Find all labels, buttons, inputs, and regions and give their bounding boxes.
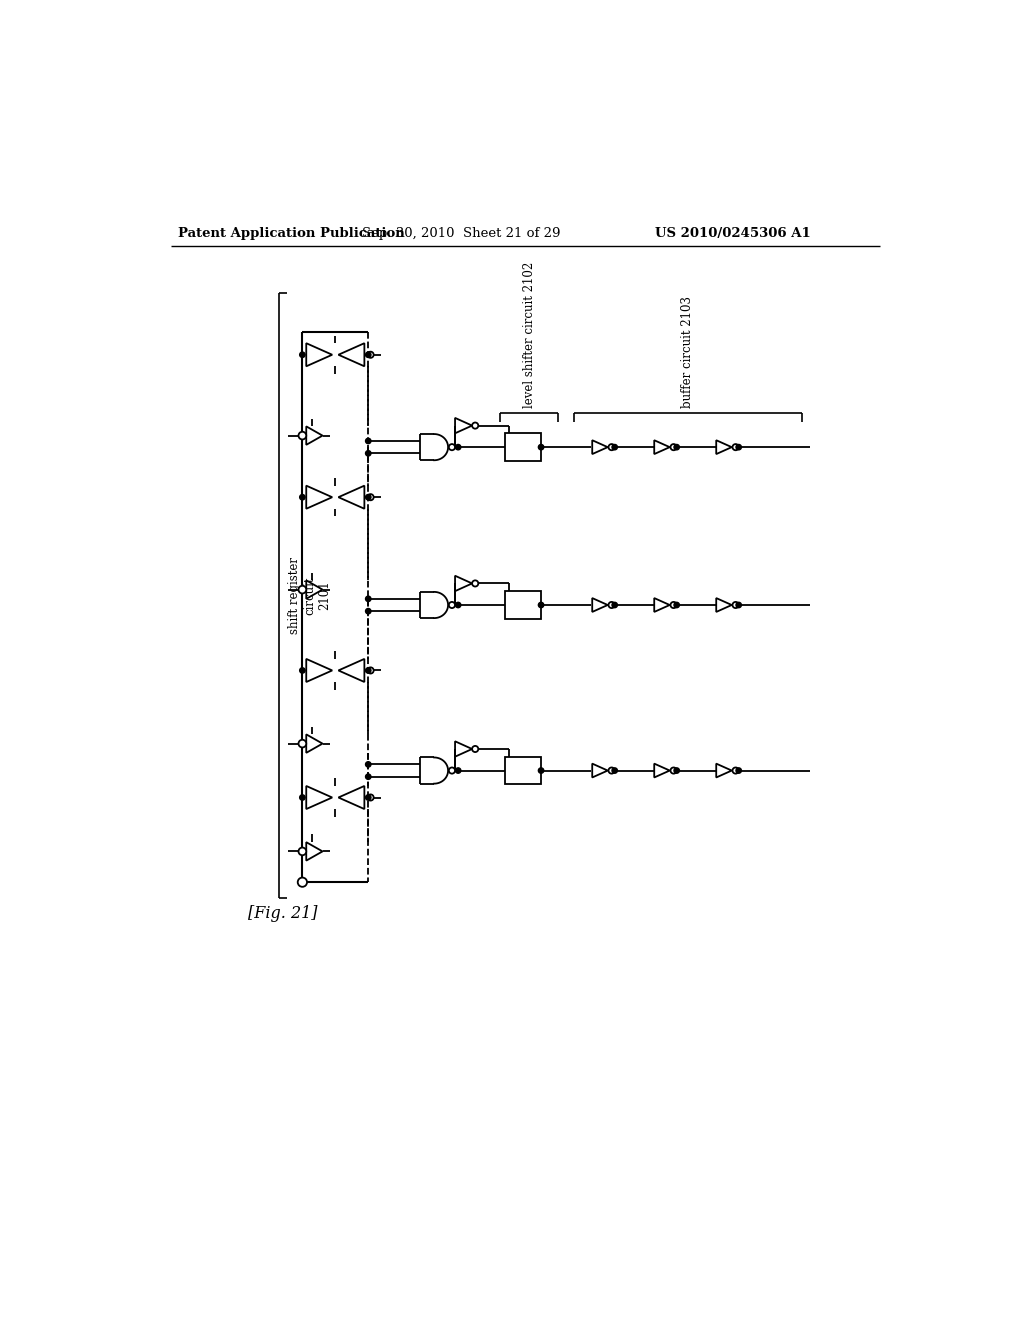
Circle shape (300, 495, 305, 500)
Circle shape (366, 495, 371, 500)
Circle shape (456, 602, 461, 607)
Circle shape (736, 445, 741, 450)
Text: LS: LS (516, 441, 530, 454)
Circle shape (300, 668, 305, 673)
Circle shape (732, 767, 738, 774)
Circle shape (449, 444, 455, 450)
Circle shape (300, 795, 305, 800)
Circle shape (671, 444, 677, 450)
Circle shape (366, 438, 371, 444)
Circle shape (299, 739, 306, 747)
Circle shape (612, 445, 617, 450)
Circle shape (539, 768, 544, 774)
Circle shape (608, 767, 614, 774)
Text: LS: LS (516, 598, 530, 611)
Circle shape (472, 746, 478, 752)
Text: shift register
circuit
2101: shift register circuit 2101 (289, 557, 332, 634)
Circle shape (299, 586, 306, 594)
Circle shape (366, 668, 371, 673)
Circle shape (671, 767, 677, 774)
Circle shape (612, 602, 617, 607)
Circle shape (449, 602, 455, 609)
Circle shape (366, 597, 371, 602)
Circle shape (366, 795, 371, 800)
Bar (506, 756, 541, 784)
Bar (506, 433, 541, 461)
Circle shape (366, 450, 371, 455)
Circle shape (368, 668, 374, 673)
Circle shape (472, 422, 478, 429)
Circle shape (732, 602, 738, 609)
Text: Sep. 30, 2010  Sheet 21 of 29: Sep. 30, 2010 Sheet 21 of 29 (362, 227, 560, 240)
Circle shape (299, 432, 306, 440)
Circle shape (299, 847, 306, 855)
Text: [Fig. 21]: [Fig. 21] (248, 904, 317, 921)
Circle shape (366, 352, 371, 358)
Circle shape (612, 768, 617, 774)
Circle shape (456, 445, 461, 450)
Circle shape (300, 352, 305, 358)
Circle shape (298, 878, 307, 887)
Circle shape (671, 602, 677, 609)
Circle shape (608, 444, 614, 450)
Circle shape (674, 445, 679, 450)
Circle shape (736, 602, 741, 607)
Circle shape (368, 351, 374, 358)
Circle shape (456, 768, 461, 774)
Circle shape (732, 444, 738, 450)
Text: level shifter circuit 2102: level shifter circuit 2102 (522, 261, 536, 408)
Text: US 2010/0245306 A1: US 2010/0245306 A1 (655, 227, 811, 240)
Text: buffer circuit 2103: buffer circuit 2103 (681, 296, 694, 408)
Bar (506, 591, 541, 619)
Circle shape (366, 774, 371, 779)
Circle shape (674, 768, 679, 774)
Circle shape (539, 445, 544, 450)
Circle shape (368, 494, 374, 500)
Circle shape (449, 767, 455, 774)
Circle shape (366, 609, 371, 614)
Circle shape (539, 602, 544, 607)
Circle shape (472, 581, 478, 586)
Circle shape (736, 768, 741, 774)
Text: LS: LS (516, 764, 530, 777)
Text: Patent Application Publication: Patent Application Publication (178, 227, 406, 240)
Circle shape (674, 602, 679, 607)
Circle shape (366, 762, 371, 767)
Circle shape (368, 795, 374, 800)
Circle shape (608, 602, 614, 609)
